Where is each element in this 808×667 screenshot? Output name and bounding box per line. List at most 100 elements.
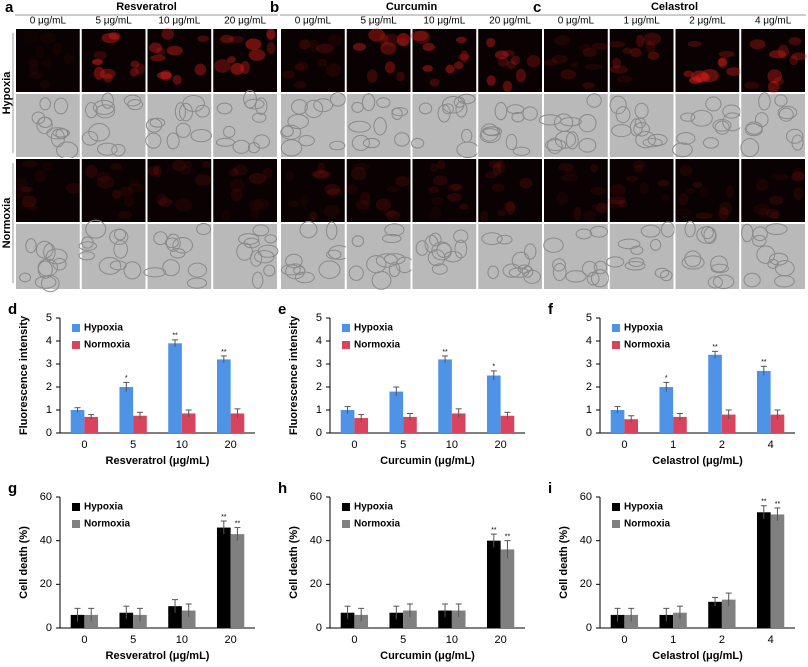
cell (718, 207, 729, 221)
cell (454, 239, 468, 259)
cell (312, 170, 331, 180)
legend-label: Normoxia (354, 340, 401, 351)
brightfield-image (608, 223, 675, 290)
x-tick-label: 1 (670, 634, 676, 646)
cell (777, 105, 798, 120)
brightfield-image (674, 223, 741, 290)
bar (403, 610, 417, 628)
cell (162, 259, 180, 277)
fluorescence-image (15, 28, 81, 93)
y-axis-title: Fluorescence intensity (18, 315, 30, 435)
cell (38, 116, 53, 128)
x-tick-label: 5 (400, 439, 406, 451)
cell (554, 35, 571, 46)
bar (84, 416, 99, 433)
significance: ** (712, 344, 718, 351)
cell (172, 159, 186, 172)
cell (175, 122, 191, 138)
cell (361, 93, 376, 111)
cell (431, 196, 444, 206)
cell (360, 191, 371, 206)
bar (756, 512, 771, 628)
fluorescence-image (80, 158, 147, 223)
cell (680, 112, 696, 122)
bar (438, 610, 452, 628)
cell (629, 118, 643, 137)
cell (386, 185, 400, 193)
x-tick-label: 10 (176, 439, 188, 451)
cell (422, 42, 435, 52)
significance: ** (172, 333, 178, 340)
cell (111, 143, 126, 157)
cell (696, 226, 717, 244)
bar (119, 612, 134, 628)
cell (85, 219, 107, 239)
cell (42, 161, 53, 172)
cell (432, 175, 448, 186)
cell (661, 194, 670, 201)
significance: ** (221, 349, 227, 356)
y-tick-label: 5 (586, 312, 592, 324)
y-tick-label: 5 (316, 312, 322, 324)
cell (78, 241, 97, 251)
cell (771, 173, 789, 181)
fluorescence-image (608, 158, 675, 223)
cell (578, 43, 592, 52)
cell (230, 178, 245, 192)
fluorescence-image (280, 28, 346, 93)
cell (510, 55, 521, 65)
fluorescence-image (477, 28, 543, 93)
cell (37, 258, 58, 277)
cell (753, 203, 771, 216)
x-tick-label: 20 (495, 439, 507, 451)
cell (726, 67, 742, 76)
cell (371, 270, 392, 290)
column-label: 0 μg/mL (295, 16, 332, 27)
cell (744, 123, 763, 137)
x-axis-title: Resveratrol (μg/mL) (106, 650, 210, 662)
cell (248, 199, 265, 211)
cell (560, 69, 577, 80)
cell (222, 125, 236, 138)
cell (232, 139, 251, 154)
cell (687, 40, 702, 47)
cell (325, 63, 342, 77)
cell (768, 80, 780, 94)
cell (383, 33, 399, 46)
cell (93, 50, 107, 60)
fluorescence-image (543, 28, 609, 93)
cell (135, 63, 145, 75)
y-tick-label: 3 (586, 358, 592, 370)
column-label: 0 μg/mL (30, 16, 67, 27)
cell (35, 45, 45, 60)
x-tick-label: 10 (446, 439, 458, 451)
cell (113, 240, 128, 259)
cell (375, 198, 391, 211)
cell (174, 198, 193, 212)
cell (573, 206, 582, 221)
legend-label: Hypoxia (624, 323, 663, 334)
cell (702, 137, 719, 149)
cell (645, 41, 656, 53)
cell (564, 168, 577, 177)
bar (340, 612, 355, 628)
cell (705, 96, 722, 112)
cell (479, 128, 501, 144)
cell (581, 260, 598, 277)
cell (362, 137, 380, 149)
bar (389, 612, 404, 628)
cell (547, 137, 563, 154)
cell (488, 160, 503, 169)
cell (153, 165, 162, 178)
cell (368, 28, 385, 42)
column-label: 10 μg/mL (158, 16, 200, 27)
cell (179, 102, 193, 122)
legend-label: Normoxia (354, 519, 401, 530)
legend-label: Hypoxia (354, 502, 393, 513)
y-tick-label: 0 (46, 427, 52, 439)
cell (429, 163, 439, 172)
cell (240, 60, 250, 75)
cell (483, 126, 503, 137)
cell (635, 131, 656, 149)
